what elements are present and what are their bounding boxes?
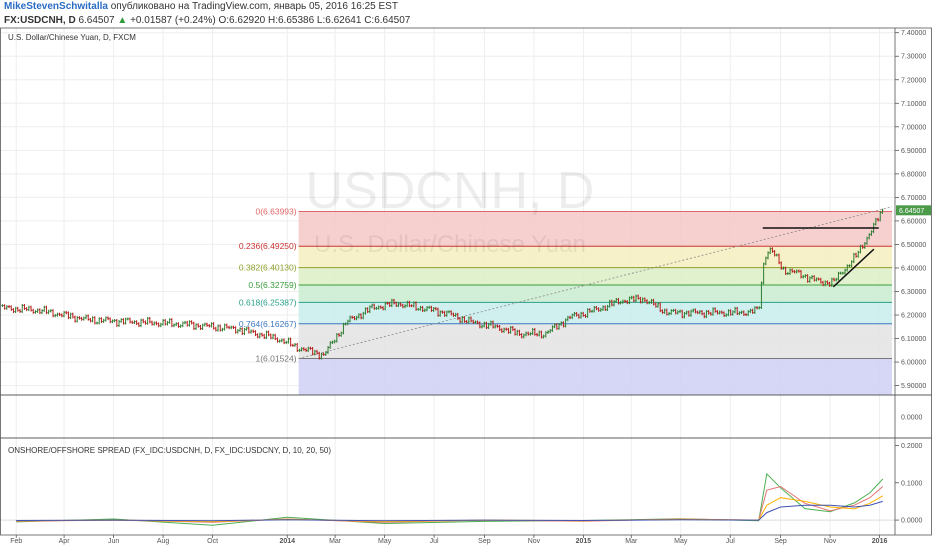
price-axis-label: 7.10000 [901,101,926,108]
price-axis-label: 6.80000 [901,171,926,178]
time-axis-label: Aug [157,538,170,545]
high-value: H:6.65386 [267,15,315,26]
time-axis-label: Jul [726,538,735,545]
watermark-name: U.S. Dollar/Chinese Yuan [314,231,586,258]
pane-frame [0,394,932,439]
time-axis-label: May [378,538,392,545]
fib-band [298,267,892,285]
indicator-axis-label: 0.1000 [901,480,923,487]
indicator-pane-title: ONSHORE/OFFSHORE SPREAD (FX_IDC:USDCNH, … [8,446,331,455]
low-value: L:6.62641 [316,15,362,26]
price-axis-label: 6.10000 [901,336,926,343]
close-value: C:6.64507 [364,15,411,26]
time-axis-label: 2015 [576,538,592,545]
fib-level-label: 0.236(6.49250) [239,241,297,251]
author-name[interactable]: MikeStevenSchwitalla [4,1,108,12]
fib-level-label: 0.764(6.16267) [239,319,297,329]
time-axis-label: Jun [108,538,119,545]
fib-band [298,323,892,359]
fib-level-label: 0.618(6.25387) [239,297,297,307]
support-trend-line[interactable] [832,248,875,288]
last-price-tag-label: 6.64507 [899,208,924,215]
fib-level-label: 1(6.01524) [255,353,296,363]
price-axis-label: 6.20000 [901,313,926,320]
up-arrow-icon: ▲ [117,15,128,26]
time-axis-label: May [674,538,688,545]
time-axis-label: 2016 [872,538,888,545]
fib-band [298,246,892,268]
middle-pane-axis-label: 0.0000 [901,415,923,422]
symbol-label: FX:USDCNH, D [4,15,76,26]
price-axis-label: 6.40000 [901,265,926,272]
price-axis-label: 7.40000 [901,30,926,37]
fib-band [298,284,892,303]
fib-level-label: 0.5(6.32759) [248,280,296,290]
time-axis-label: Apr [59,538,71,545]
time-axis-label: Mar [625,538,638,545]
price-axis-label: 6.60000 [901,218,926,225]
fib-band [298,302,892,324]
time-axis-label: Mar [329,538,342,545]
time-axis-label: Nov [824,538,837,545]
spread-indicator [0,472,895,526]
indicator-series-line [16,472,884,526]
time-axis-label: Jul [430,538,439,545]
fib-band [298,211,892,247]
main-pane-title: U.S. Dollar/Chinese Yuan, D, FXCM [8,33,136,42]
header-line-2: FX:USDCNH, D 6.64507 ▲ +0.01587 (+0.24%)… [4,15,410,26]
indicator-axis-label: 0.0000 [901,518,923,525]
time-axis-label: Feb [10,538,22,545]
indicator-series-line [16,485,884,523]
price-axis-label: 6.00000 [901,360,926,367]
time-axis-label: Nov [528,538,541,545]
price-axis-label: 5.90000 [901,383,926,390]
indicator-series-line [16,500,883,522]
header-line-1: MikeStevenSchwitalla опубликовано на Tra… [4,1,398,12]
open-value: O:6.62920 [218,15,266,26]
fibonacci-retracement[interactable]: 0(6.63993) 0.236(6.49250) 0.382(6.40130) 0.… [239,206,893,395]
published-text: опубликовано на TradingView.com, январь … [110,1,398,12]
price-axis-label: 6.30000 [901,289,926,296]
time-axis[interactable]: Feb Apr Jun Aug Oct 2014 Mar May Jul Sep Nov 2015 Ma… [10,535,887,545]
price-axis-label: 7.30000 [901,54,926,61]
time-axis-label: Sep [478,538,491,545]
price-change: +0.01587 (+0.24%) [130,15,216,26]
price-axis-label: 7.20000 [901,77,926,84]
fib-band [298,358,892,395]
price-axis-label: 7.00000 [901,124,926,131]
fib-level-label: 0(6.63993) [255,207,296,217]
price-axis[interactable]: 7.40000 7.30000 7.20000 7.10000 7.00000 6.900… [895,30,931,525]
time-axis-label: Sep [774,538,787,545]
price-axis-label: 6.90000 [901,148,926,155]
last-price: 6.64507 [78,15,115,26]
time-axis-label: Oct [207,538,218,545]
indicator-axis-label: 0.2000 [901,443,923,450]
price-bars [1,208,884,360]
watermark-symbol: USDCNH, D [306,162,595,220]
last-price-tag[interactable] [896,205,931,216]
indicator-series-line [16,495,884,523]
price-axis-label: 6.50000 [901,242,926,249]
fib-level-label: 0.382(6.40130) [239,263,297,273]
time-axis-label: 2014 [279,538,295,545]
drawing-tools[interactable] [762,227,879,288]
price-axis-label: 6.70000 [901,195,926,202]
